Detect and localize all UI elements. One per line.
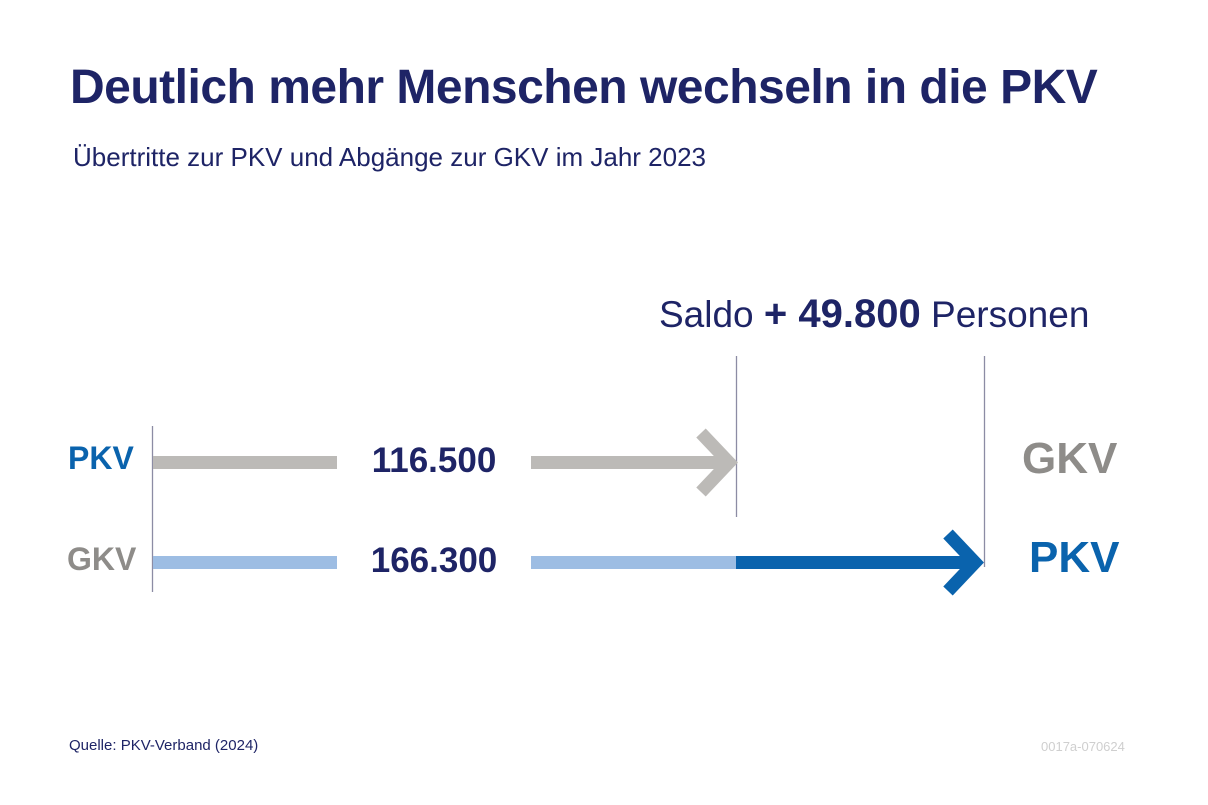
flow-pkv-to-gkv-arrowhead: [696, 428, 738, 497]
saldo-prefix: Saldo: [659, 294, 754, 335]
flow-gkv-to-pkv-bar-right: [531, 556, 736, 569]
flow-pkv-to-gkv-bar-right: [531, 456, 723, 469]
flow-gkv-to-pkv-bar-left: [153, 556, 337, 569]
flow-origin-label-gkv: GKV: [67, 541, 137, 577]
saldo-suffix: Personen: [931, 294, 1090, 335]
chart-subtitle: Übertritte zur PKV und Abgänge zur GKV i…: [73, 142, 707, 172]
flow-gkv-to-pkv-saldo-bar: [736, 556, 970, 569]
flow-target-label-pkv: PKV: [1029, 533, 1120, 582]
saldo-value: + 49.800: [763, 292, 921, 336]
source-note: Quelle: PKV-Verband (2024): [69, 737, 259, 754]
chart-title: Deutlich mehr Menschen wechseln in die P…: [70, 61, 1098, 114]
flow-pkv-to-gkv-bar-left: [153, 456, 337, 469]
graphic-code: 0017a-070624: [1041, 739, 1125, 754]
flow-origin-label-pkv: PKV: [68, 440, 134, 476]
flow-target-label-gkv: GKV: [1022, 434, 1118, 483]
flow-gkv-to-pkv-arrowhead: [943, 529, 984, 596]
flow-value-pkv-to-gkv: 116.500: [371, 441, 497, 480]
saldo-annotation: Saldo + 49.800 Personen: [659, 292, 1089, 337]
flow-value-gkv-to-pkv: 166.300: [370, 541, 498, 580]
